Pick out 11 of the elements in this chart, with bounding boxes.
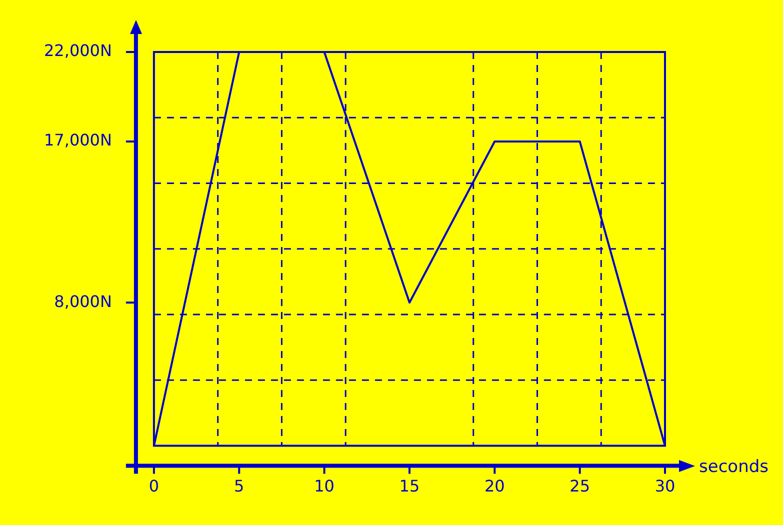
x-tick-label: 15 — [399, 476, 420, 496]
y-tick-label: 22,000N — [44, 41, 112, 60]
x-tick-label: 5 — [234, 476, 244, 496]
y-tick-label: 17,000N — [44, 130, 112, 150]
x-tick-label: 25 — [570, 476, 590, 496]
x-tick-label: 0 — [148, 476, 160, 496]
x-tick-label: 10 — [314, 476, 334, 496]
x-tick-label: 30 — [654, 476, 676, 496]
x-axis-title: seconds — [699, 457, 769, 478]
x-tick-label: 20 — [484, 476, 505, 496]
y-tick-label: 8,000N — [54, 292, 112, 311]
